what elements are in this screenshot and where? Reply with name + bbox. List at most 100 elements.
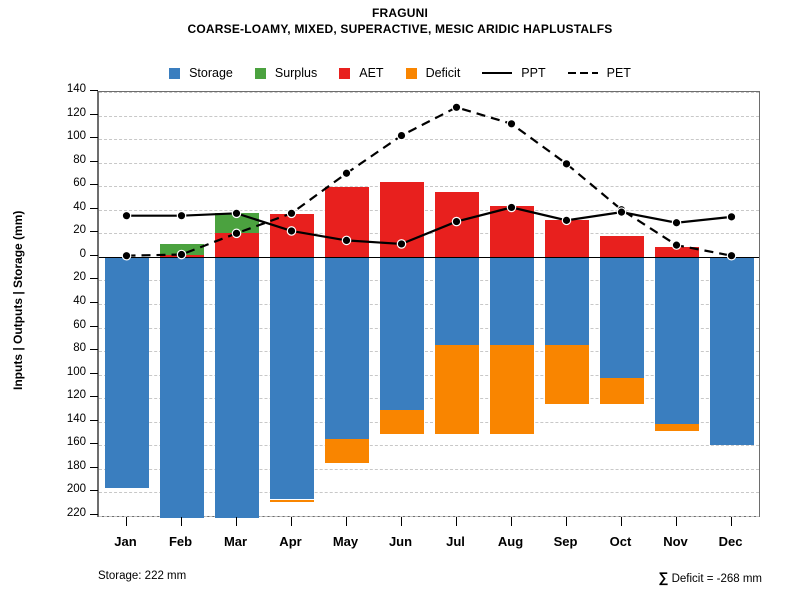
bar-segment-deficit[interactable] (269, 499, 314, 502)
pet-point[interactable] (506, 118, 517, 129)
y-axis-tick-mark (90, 90, 98, 91)
y-axis-tick-mark (90, 443, 98, 445)
bar-group-jan[interactable] (104, 92, 149, 516)
bar-group-nov[interactable] (654, 92, 699, 516)
pet-point[interactable] (286, 208, 297, 219)
pet-point[interactable] (726, 250, 737, 261)
bar-segment-aet[interactable] (214, 233, 259, 257)
gridline (99, 280, 759, 282)
legend-item-ppt[interactable]: PPT (482, 66, 546, 80)
bar-group-feb[interactable] (159, 92, 204, 519)
legend-item-surplus[interactable]: Surplus (254, 66, 317, 80)
bar-group-sep[interactable] (544, 92, 589, 516)
bar-group-jul[interactable] (434, 92, 479, 516)
ppt-point[interactable] (341, 235, 352, 246)
gridline (99, 492, 759, 494)
pet-point[interactable] (231, 228, 242, 239)
bar-segment-deficit[interactable] (489, 345, 534, 434)
bar-segment-aet[interactable] (489, 206, 534, 257)
bar-segment-aet[interactable] (324, 187, 369, 257)
gridline (99, 139, 759, 141)
bar-segment-storage[interactable] (434, 256, 479, 346)
pet-point[interactable] (396, 130, 407, 141)
y-axis-tick-label: 100 (66, 365, 86, 378)
legend-item-deficit[interactable]: Deficit (405, 66, 460, 80)
gridline (99, 374, 759, 376)
y-axis-tick-label: 160 (66, 436, 86, 449)
ppt-point[interactable] (726, 212, 737, 222)
ppt-point[interactable] (396, 239, 407, 249)
y-axis-tick-label: 20 (73, 271, 86, 284)
ppt-point[interactable] (506, 202, 517, 213)
bar-segment-storage[interactable] (214, 256, 259, 519)
y-axis-tick-mark (90, 396, 98, 398)
x-axis-tick (730, 517, 732, 526)
ppt-point[interactable] (616, 207, 627, 217)
gridline (99, 516, 759, 517)
bar-segment-storage[interactable] (104, 256, 149, 488)
ppt-point[interactable] (671, 217, 682, 228)
pet-point[interactable] (176, 249, 187, 260)
bar-segment-storage[interactable] (654, 256, 699, 425)
pet-point[interactable] (561, 159, 572, 169)
bar-segment-storage[interactable] (269, 256, 314, 500)
y-axis-tick-label: 20 (73, 224, 86, 237)
bar-segment-aet[interactable] (544, 220, 589, 257)
pet-point[interactable] (341, 168, 352, 179)
pet-point[interactable] (121, 250, 132, 261)
y-axis-tick-mark (90, 113, 98, 115)
legend-label: PPT (521, 66, 546, 80)
sum-sigma-icon: ∑ (658, 569, 669, 585)
x-axis-tick (565, 517, 567, 526)
bar-segment-deficit[interactable] (379, 410, 424, 434)
ppt-point[interactable] (231, 208, 242, 219)
bar-segment-surplus[interactable] (159, 243, 204, 255)
legend-label: PET (606, 66, 631, 80)
bar-group-mar[interactable] (214, 92, 259, 519)
bar-segment-deficit[interactable] (434, 345, 479, 434)
ppt-point[interactable] (561, 215, 572, 226)
gridline (99, 445, 759, 447)
bar-segment-storage[interactable] (709, 256, 754, 446)
bar-group-apr[interactable] (269, 92, 314, 516)
y-axis-tick-label: 140 (66, 412, 86, 425)
deficit-annotation: ∑ Deficit = -268 mm (658, 569, 762, 585)
ppt-point[interactable] (121, 210, 132, 221)
pet-point[interactable] (671, 240, 682, 250)
y-axis-tick-mark (90, 372, 98, 374)
bar-segment-deficit[interactable] (654, 424, 699, 432)
bar-segment-storage[interactable] (379, 256, 424, 410)
chart-subtitle: COARSE-LOAMY, MIXED, SUPERACTIVE, MESIC … (187, 22, 613, 36)
x-axis-tick (125, 517, 127, 526)
ppt-point[interactable] (176, 210, 187, 221)
bar-segment-storage[interactable] (489, 256, 534, 346)
bar-segment-storage[interactable] (324, 256, 369, 440)
bar-segment-aet[interactable] (599, 235, 644, 257)
bar-segment-storage[interactable] (159, 256, 204, 519)
gridline (99, 162, 759, 164)
bar-segment-deficit[interactable] (544, 345, 589, 405)
gridline (99, 351, 759, 353)
y-axis-tick-mark (90, 325, 98, 327)
legend-item-storage[interactable]: Storage (169, 66, 233, 80)
bar-group-jun[interactable] (379, 92, 424, 516)
ppt-point[interactable] (451, 216, 462, 227)
bar-segment-deficit[interactable] (324, 439, 369, 463)
bar-segment-storage[interactable] (599, 256, 644, 379)
y-axis-tick-label: 200 (66, 483, 86, 496)
legend-item-aet[interactable]: AET (339, 66, 384, 80)
bar-segment-storage[interactable] (544, 256, 589, 346)
bar-group-dec[interactable] (709, 92, 754, 516)
legend-swatch-deficit-icon (405, 67, 417, 79)
bar-group-oct[interactable] (599, 92, 644, 516)
bar-group-may[interactable] (324, 92, 369, 516)
x-axis-label-jan: Jan (114, 534, 137, 549)
legend-item-pet[interactable]: PET (567, 66, 631, 80)
bar-group-aug[interactable] (489, 92, 534, 516)
y-axis-tick-label: 40 (73, 295, 86, 307)
pet-point[interactable] (451, 102, 462, 113)
ppt-point[interactable] (286, 226, 297, 236)
bar-segment-deficit[interactable] (599, 378, 644, 405)
bar-segment-aet[interactable] (654, 247, 699, 257)
